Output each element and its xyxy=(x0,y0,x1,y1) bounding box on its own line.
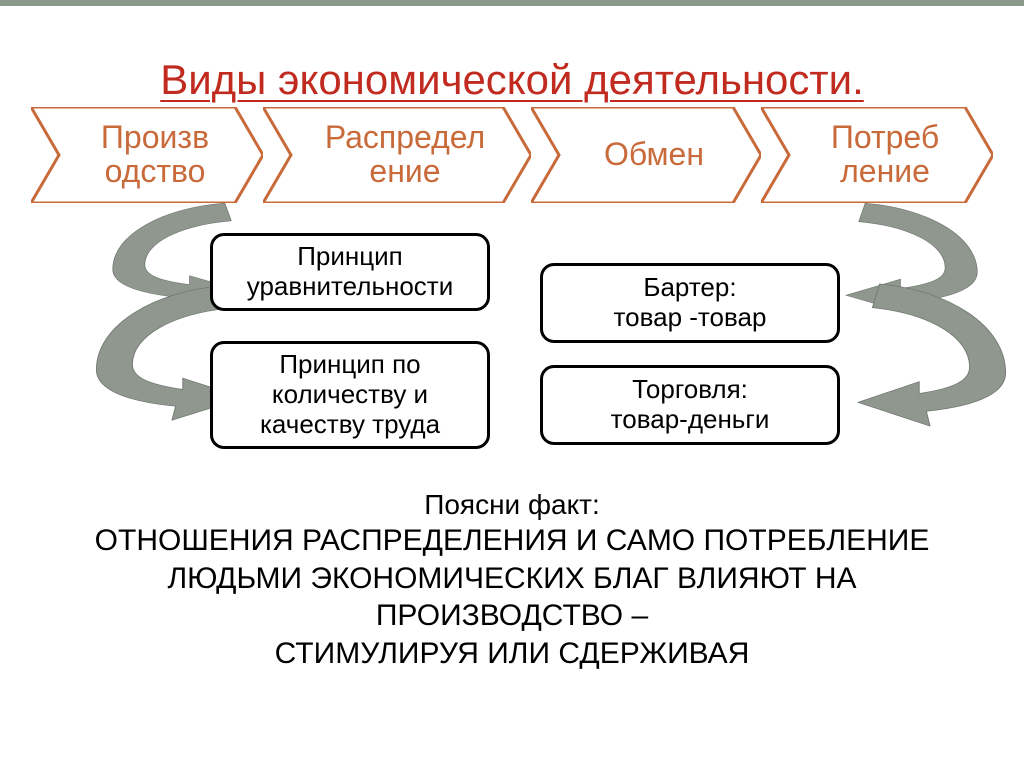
chevron-step-3: Обмен xyxy=(531,107,761,203)
chevron-step-4: Потребление xyxy=(761,107,993,203)
node-n1: Принципуравнительности xyxy=(210,233,490,311)
footer-text: Поясни факт: ОТНОШЕНИЯ РАСПРЕДЕЛЕНИЯ И С… xyxy=(0,487,1024,672)
diagram-area: Принципуравнительности Принцип поколичест… xyxy=(0,213,1024,473)
chevron-step-1: Производство xyxy=(31,107,263,203)
node-n4: Торговля:товар-деньги xyxy=(540,365,840,445)
chevron-step-2: Распределение xyxy=(263,107,531,203)
chevron-label: Потребление xyxy=(831,121,939,188)
node-n2: Принцип поколичеству икачеству труда xyxy=(210,341,490,449)
top-accent-bar xyxy=(0,0,1024,6)
footer-lead: Поясни факт: xyxy=(0,487,1024,522)
node-n3: Бартер:товар -товар xyxy=(540,263,840,343)
curved-arrow-4 xyxy=(840,281,1020,429)
chevron-label: Распределение xyxy=(325,121,485,188)
chevron-label: Производство xyxy=(101,121,209,188)
chevron-row: Производство Распределение Обмен Потреблени… xyxy=(20,107,1004,203)
footer-body: ОТНОШЕНИЯ РАСПРЕДЕЛЕНИЯ И САМО ПОТРЕБЛЕН… xyxy=(0,522,1024,672)
page-title: Виды экономической деятельности. xyxy=(0,56,1024,104)
chevron-label: Обмен xyxy=(604,138,704,172)
